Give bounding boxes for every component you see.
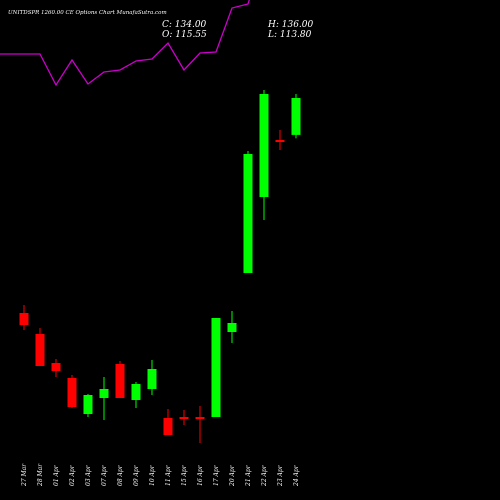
x-tick-label: 23 Apr [277,464,284,487]
candle-body [243,154,253,273]
chart-title: UNITDSPR 1260.00 CE Options Chart Munafa… [8,10,167,16]
x-tick-label: 08 Apr [117,464,124,486]
x-tick-label: 28 Mar [37,463,44,487]
candle-body [67,378,77,407]
x-tick-label: 11 Apr [165,464,172,486]
candle-body [35,334,45,366]
high-value: H: 136.00 [268,20,314,30]
x-tick-label: 17 Apr [213,464,220,486]
candle-10 [179,410,189,425]
candle-body [99,389,109,398]
candle-2 [51,359,61,377]
candle-12 [211,318,221,417]
candle-body [131,384,141,400]
candle-body [83,395,93,414]
candle-8 [147,360,157,395]
candle-body [259,94,269,197]
candle-0 [19,305,29,330]
x-tick-label: 01 Apr [53,464,60,486]
close-value: C: 134.00 [162,20,207,30]
candle-body [179,417,189,419]
candle-body [115,364,125,398]
candle-body [227,323,237,332]
candle-body [147,369,157,389]
candle-13 [227,311,237,343]
candle-body [163,418,173,435]
x-tick-label: 20 Apr [229,464,236,487]
x-axis-labels: 27 Mar 28 Mar 01 Apr 02 Apr 03 Apr 07 Apr 08 A… [21,463,300,487]
candle-body [275,140,285,142]
candle-7 [131,382,141,408]
candles [19,90,301,443]
candle-6 [115,361,125,398]
candle-body [195,417,205,419]
x-tick-label: 10 Apr [149,464,156,486]
candle-17 [291,94,301,139]
x-tick-label: 24 Apr [293,464,300,487]
x-tick-label: 27 Mar [21,463,28,487]
candle-body [211,318,221,417]
x-tick-label: 15 Apr [181,464,188,486]
low-value: L: 113.80 [268,30,312,40]
x-tick-label: 21 Apr [245,464,252,487]
candle-11 [195,406,205,443]
open-value: O: 115.55 [162,30,207,40]
indicator-lines [0,0,250,87]
candle-3 [67,375,77,408]
x-tick-label: 07 Apr [101,464,108,486]
x-tick-label: 03 Apr [85,464,92,486]
candle-5 [99,377,109,420]
lower-line [0,0,250,87]
x-tick-label: 22 Apr [261,464,268,487]
x-tick-label: 02 Apr [69,464,76,486]
x-tick-label: 09 Apr [133,464,140,486]
candle-1 [35,328,45,366]
x-tick-label: 16 Apr [197,464,204,486]
candle-body [291,98,301,135]
candle-15 [259,90,269,220]
candle-4 [83,394,93,417]
candle-9 [163,409,173,435]
candle-body [51,363,61,371]
candle-16 [275,130,285,150]
candle-14 [243,151,253,273]
candle-body [19,313,29,325]
